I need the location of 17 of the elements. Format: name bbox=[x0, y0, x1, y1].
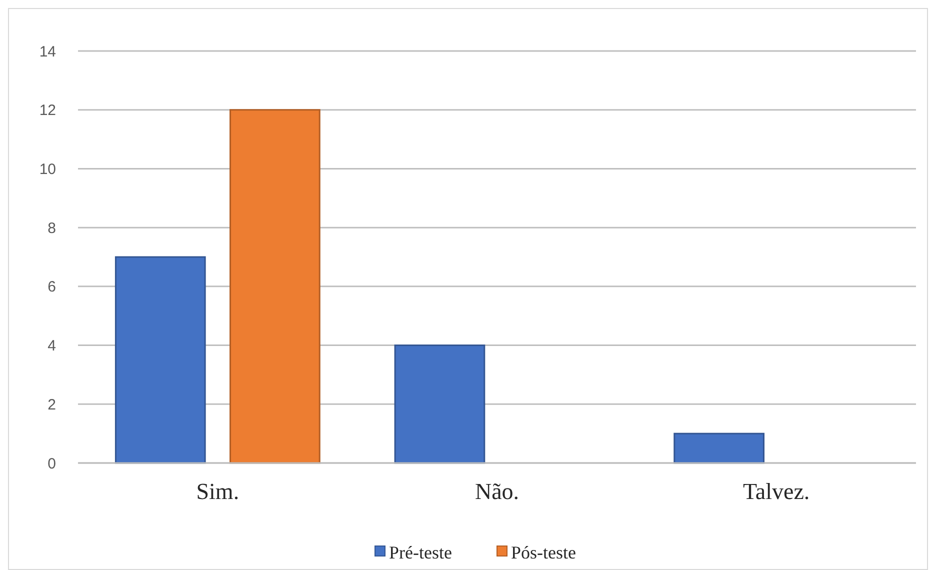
legend-label: Pré-teste bbox=[389, 542, 452, 562]
y-tick-label: 10 bbox=[39, 160, 56, 178]
y-tick-label: 12 bbox=[39, 102, 56, 120]
y-tick-label: 0 bbox=[48, 455, 56, 472]
bar bbox=[114, 256, 206, 464]
y-tick-label: 14 bbox=[39, 43, 56, 60]
y-tick-label: 8 bbox=[48, 220, 56, 237]
x-tick-label: Talvez. bbox=[742, 479, 810, 504]
legend-label: Pós-teste bbox=[511, 542, 576, 562]
bar bbox=[230, 109, 320, 464]
y-tick-label: 4 bbox=[48, 338, 56, 355]
bar bbox=[674, 432, 764, 464]
y-tick-label: 2 bbox=[48, 396, 56, 414]
bar bbox=[394, 344, 486, 464]
x-tick-label: Não. bbox=[474, 479, 520, 504]
x-tick-label: Sim. bbox=[196, 479, 240, 504]
y-tick-label: 6 bbox=[48, 278, 56, 296]
